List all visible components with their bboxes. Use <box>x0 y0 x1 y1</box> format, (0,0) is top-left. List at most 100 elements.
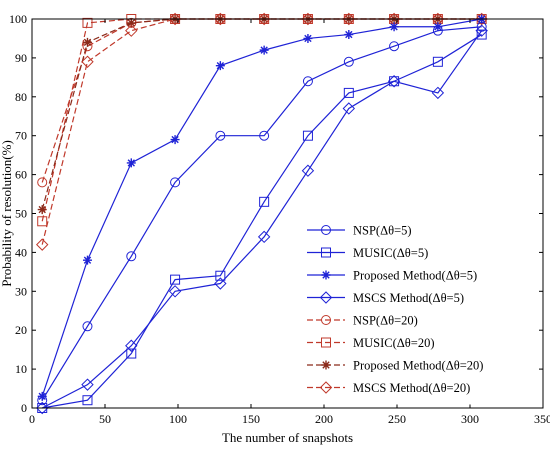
legend-marker <box>321 360 331 370</box>
series-3-point <box>433 22 443 32</box>
series-3-point <box>126 158 136 168</box>
series-1-point <box>302 76 313 87</box>
series-1-line <box>41 26 482 401</box>
series-7-point <box>37 205 47 215</box>
series-2-point <box>389 76 400 87</box>
series-5-point <box>37 177 48 188</box>
series-4-point <box>36 401 49 415</box>
x-tick-label: 150 <box>242 412 260 426</box>
y-tick-label: 20 <box>15 323 27 337</box>
legend-marker <box>319 381 333 394</box>
legend-marker <box>321 270 331 280</box>
legend-label: Proposed Method(Δθ=20) <box>353 359 483 373</box>
series-8-point <box>125 24 138 37</box>
series-8 <box>36 12 488 251</box>
series-2-point <box>476 29 487 40</box>
y-tick-label: 30 <box>15 284 27 298</box>
series-3-point <box>389 22 399 32</box>
series-8-point <box>36 238 49 251</box>
series-5 <box>37 14 487 188</box>
legend-label: MSCS Method(Δθ=5) <box>353 291 464 305</box>
y-tick-label: 80 <box>15 90 27 104</box>
legend-label: NSP(Δθ=5) <box>353 224 412 238</box>
series-4-point <box>125 339 138 352</box>
series-3-point <box>344 30 354 40</box>
legend-label: Proposed Method(Δθ=5) <box>353 269 477 283</box>
legend-label: NSP(Δθ=20) <box>353 314 418 328</box>
series-3-point <box>82 255 92 265</box>
series-4-point <box>342 102 356 115</box>
series-6-point <box>82 17 93 28</box>
axes: 0 50 100 150 200 250 300 350 0 10 20 30 40 50 60 70 80 90… <box>9 12 550 426</box>
series-1-point <box>389 41 400 52</box>
series-8-point <box>342 12 356 26</box>
y-tick-label: 50 <box>15 207 27 221</box>
x-tick-label: 0 <box>29 412 35 426</box>
legend-marker <box>321 247 331 258</box>
series-8-point <box>257 12 271 26</box>
legend-marker <box>321 337 331 348</box>
legend-label: MUSIC(Δθ=20) <box>353 336 435 350</box>
series-1-point <box>215 130 226 141</box>
y-tick-label: 70 <box>15 129 27 143</box>
series-6 <box>37 14 487 227</box>
series-2-point <box>432 56 443 67</box>
y-tick-label: 60 <box>15 168 27 182</box>
series-8-point <box>168 12 182 26</box>
series-4-line <box>41 30 483 409</box>
series-4-point <box>475 24 488 37</box>
legend-marker <box>319 291 333 304</box>
legend-box <box>302 217 517 405</box>
series-7-point <box>82 37 92 47</box>
x-tick-label: 100 <box>169 412 187 426</box>
series-2-point <box>82 395 93 406</box>
series-4-point <box>257 230 271 244</box>
series-8-point <box>214 12 227 26</box>
series-4-point <box>214 277 227 290</box>
y-axis-title: Probability of resolution(%) <box>0 140 14 287</box>
series-1-point <box>170 177 181 188</box>
series-7-point <box>126 18 136 28</box>
series-2-point <box>343 87 354 98</box>
y-tick-label: 0 <box>21 401 27 415</box>
series-2-line <box>42 34 482 409</box>
series-2-point <box>302 130 313 141</box>
series-2-point <box>259 196 270 207</box>
series-2-point <box>170 274 181 285</box>
series-1-point <box>343 56 354 67</box>
series-8-point <box>301 12 315 26</box>
legend-marker <box>321 315 331 325</box>
series-3-point <box>259 45 269 55</box>
series-4-point <box>387 75 401 88</box>
series-6-line <box>41 18 482 222</box>
series-8-point <box>81 55 94 68</box>
x-tick-label: 250 <box>388 412 406 426</box>
series-2-point <box>126 348 137 359</box>
x-tick-label: 50 <box>99 412 111 426</box>
x-tick-label: 200 <box>315 412 333 426</box>
series-3-point <box>215 61 225 71</box>
series-1-point <box>126 251 137 262</box>
series-3-point <box>37 391 47 401</box>
legend-label: MSCS Method(Δθ=20) <box>353 381 470 395</box>
series-4-point <box>81 378 94 391</box>
series-4-point <box>168 285 182 298</box>
series-4-point <box>431 86 445 100</box>
series-5-line <box>41 18 482 183</box>
legend: NSP(Δθ=5) MUSIC(Δθ=5) Proposed Method(Δθ=5… <box>302 217 517 405</box>
y-tick-label: 100 <box>9 12 27 26</box>
series-3-point <box>170 135 180 145</box>
series-1-point <box>259 130 270 141</box>
y-tick-label: 40 <box>15 245 27 259</box>
series-6-point <box>37 216 48 227</box>
x-tick-label: 300 <box>461 412 479 426</box>
series-1-point <box>82 321 93 332</box>
series-4-point <box>301 164 315 177</box>
x-tick-label: 350 <box>534 412 550 426</box>
series-7 <box>37 14 487 215</box>
y-tick-label: 10 <box>15 362 27 376</box>
series-3-point <box>303 33 313 43</box>
y-tick-label: 90 <box>15 51 27 65</box>
x-axis-title: The number of snapshots <box>222 430 353 445</box>
